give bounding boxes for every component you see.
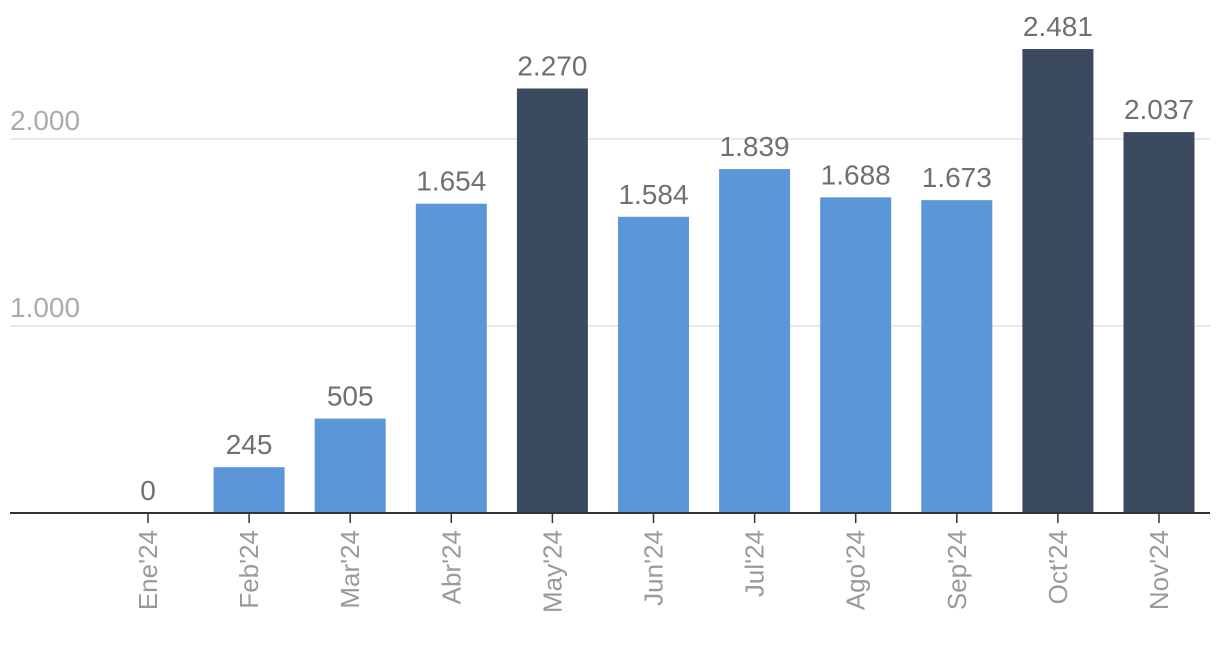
data-labels-layer: 0 245 505 1.654 2.270 1.584 1.839 1.688 1.673 2.4… (140, 11, 1194, 506)
data-label: 2.481 (1023, 11, 1093, 42)
x-tick-label: Nov'24 (1144, 530, 1174, 610)
x-tick-label: Jun'24 (639, 530, 669, 606)
x-tick-label: Feb'24 (234, 530, 264, 609)
bars-layer (213, 49, 1195, 514)
data-label: 1.673 (922, 162, 992, 193)
bar (1123, 132, 1195, 513)
bar (213, 467, 285, 513)
y-tick-label: 2.000 (10, 105, 80, 136)
x-tick-label: Ene'24 (133, 530, 163, 610)
bar (1022, 49, 1094, 513)
data-label: 245 (226, 429, 273, 460)
bar (921, 200, 993, 514)
grid-layer: 1.000 2.000 (10, 105, 1210, 327)
bar (719, 169, 791, 513)
data-label: 0 (140, 475, 156, 506)
x-tick-label: May'24 (537, 530, 567, 613)
data-label: 1.688 (821, 159, 891, 190)
x-tick-label: Mar'24 (335, 530, 365, 609)
y-tick-label: 1.000 (10, 292, 80, 323)
data-label: 1.654 (416, 166, 486, 197)
bar (618, 216, 689, 514)
data-label: 505 (327, 381, 374, 412)
x-axis: Ene'24 Feb'24 Mar'24 Abr'24 May'24 Jun'24 Jul'… (10, 512, 1210, 613)
bar (516, 88, 588, 513)
bar (820, 197, 892, 513)
x-tick-label: Ago'24 (841, 530, 871, 610)
data-label: 2.037 (1124, 94, 1194, 125)
bar (415, 203, 487, 513)
data-label: 1.839 (720, 131, 790, 162)
x-tick-label: Oct'24 (1043, 530, 1073, 604)
data-label: 2.270 (517, 51, 587, 82)
x-tick-label: Sep'24 (942, 530, 972, 610)
x-tick-label: Jul'24 (740, 530, 770, 597)
data-label: 1.584 (618, 179, 688, 210)
bar (314, 418, 386, 513)
x-tick-label: Abr'24 (436, 530, 466, 604)
